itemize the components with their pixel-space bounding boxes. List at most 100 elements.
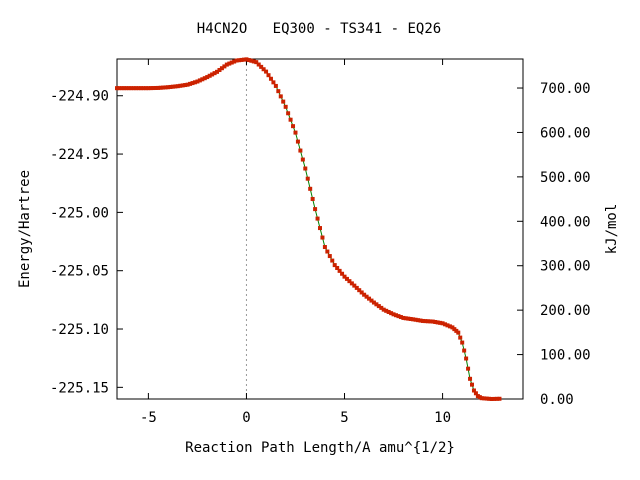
data-point-marker xyxy=(286,111,291,116)
data-point-marker xyxy=(148,86,153,91)
data-point-marker xyxy=(325,249,330,254)
y2-tick-label: 400.00 xyxy=(540,214,591,230)
data-point-marker xyxy=(202,76,207,81)
data-point-marker xyxy=(291,124,296,129)
data-point-marker xyxy=(139,86,144,91)
data-point-marker xyxy=(227,61,232,66)
data-point-marker xyxy=(411,317,416,322)
data-point-marker xyxy=(219,66,224,71)
data-point-marker xyxy=(207,73,212,78)
data-point-marker xyxy=(234,58,239,63)
data-point-marker xyxy=(359,290,364,295)
y2-tick-label: 0.00 xyxy=(540,392,574,408)
data-point-marker xyxy=(438,320,443,325)
data-point-marker xyxy=(129,86,134,91)
data-point-marker xyxy=(403,316,408,321)
y2-tick-label: 700.00 xyxy=(540,81,591,97)
data-point-marker xyxy=(251,59,256,64)
data-point-marker xyxy=(222,64,227,69)
data-point-marker xyxy=(433,319,438,324)
x-tick-label: 0 xyxy=(242,410,250,426)
data-point-marker xyxy=(256,62,261,67)
data-point-marker xyxy=(249,58,254,63)
data-point-marker xyxy=(281,99,286,104)
data-point-marker xyxy=(192,80,197,85)
plot-border xyxy=(116,58,524,400)
y2-tick-label: 300.00 xyxy=(540,259,591,275)
energy-curve-points xyxy=(115,57,502,401)
y2-axis-label: kJ/mol xyxy=(604,204,620,255)
data-point-marker xyxy=(224,62,229,67)
data-point-marker xyxy=(264,69,269,74)
data-point-marker xyxy=(210,72,215,77)
data-point-marker xyxy=(276,89,281,94)
data-point-marker xyxy=(447,324,452,329)
data-point-marker xyxy=(143,86,148,91)
y-axis-ticks: -224.90 -224.95 -225.00 -225.05 -225.10 -225.… xyxy=(50,89,123,396)
chart-title: H4CN2O EQ300 - TS341 - EQ26 xyxy=(197,21,441,37)
data-point-marker xyxy=(170,84,175,89)
data-point-marker xyxy=(381,307,386,312)
data-point-marker xyxy=(239,57,244,62)
data-point-marker xyxy=(430,319,435,324)
data-point-marker xyxy=(310,196,315,201)
data-point-marker xyxy=(205,75,210,80)
data-point-marker xyxy=(364,294,369,299)
data-point-marker xyxy=(327,254,332,259)
y-axis-label: Energy/Hartree xyxy=(17,170,33,288)
data-point-marker xyxy=(479,396,484,401)
data-point-marker xyxy=(462,348,467,353)
data-point-marker xyxy=(197,78,202,83)
data-point-marker xyxy=(134,86,139,91)
data-point-marker xyxy=(146,86,151,91)
data-point-marker xyxy=(232,59,237,64)
data-point-marker xyxy=(229,60,234,65)
data-point-marker xyxy=(497,396,502,401)
data-point-marker xyxy=(217,68,222,73)
data-point-marker xyxy=(389,311,394,316)
data-point-marker xyxy=(320,235,325,240)
data-point-marker xyxy=(188,81,193,86)
data-point-marker xyxy=(117,86,122,91)
data-point-marker xyxy=(464,356,469,361)
y-tick-label: -225.05 xyxy=(50,264,109,280)
data-point-marker xyxy=(158,85,163,90)
data-point-marker xyxy=(349,281,354,286)
x-axis-label: Reaction Path Length/A amu^{1/2} xyxy=(185,440,455,456)
data-point-marker xyxy=(200,77,205,82)
data-point-marker xyxy=(190,81,195,86)
data-point-marker xyxy=(259,64,264,69)
data-point-marker xyxy=(122,86,127,91)
data-point-marker xyxy=(482,396,487,401)
data-point-marker xyxy=(332,263,337,268)
data-point-marker xyxy=(466,366,471,371)
data-point-marker xyxy=(273,83,278,88)
data-point-marker xyxy=(384,308,389,313)
data-point-marker xyxy=(367,296,372,301)
data-point-marker xyxy=(119,86,124,91)
data-point-marker xyxy=(443,322,448,327)
data-point-marker xyxy=(445,323,450,328)
y2-tick-label: 100.00 xyxy=(540,348,591,364)
data-point-marker xyxy=(322,245,327,250)
data-point-marker xyxy=(298,148,303,153)
data-point-marker xyxy=(394,313,399,318)
data-point-marker xyxy=(416,318,421,323)
data-point-marker xyxy=(175,84,180,89)
data-point-marker xyxy=(458,335,463,340)
plot-frame xyxy=(116,58,524,400)
data-point-marker xyxy=(473,391,478,396)
data-point-marker xyxy=(131,86,136,91)
data-point-marker xyxy=(340,271,345,276)
data-point-marker xyxy=(435,320,440,325)
data-point-marker xyxy=(165,85,170,90)
data-point-marker xyxy=(335,265,340,270)
data-point-marker xyxy=(136,86,141,91)
y-tick-label: -224.95 xyxy=(50,147,109,163)
data-point-marker xyxy=(413,317,418,322)
data-point-marker xyxy=(362,292,367,297)
data-point-marker xyxy=(428,319,433,324)
data-point-marker xyxy=(313,207,318,212)
x-tick-label: 10 xyxy=(434,410,451,426)
